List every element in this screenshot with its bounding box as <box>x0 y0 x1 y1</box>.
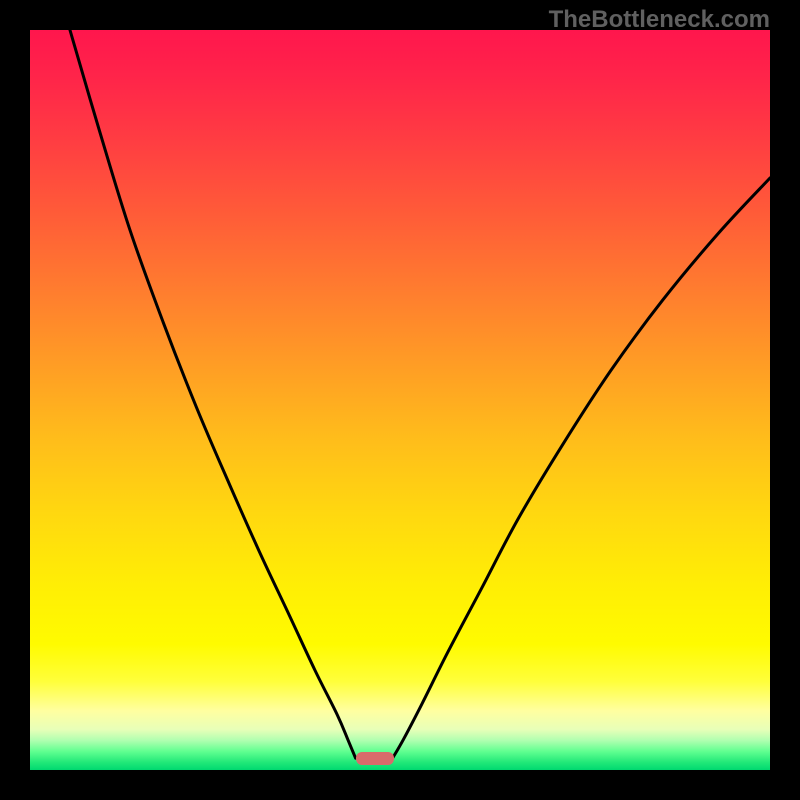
bottleneck-curve <box>0 0 800 800</box>
watermark-text: TheBottleneck.com <box>549 6 770 34</box>
optimal-zone-marker <box>356 752 394 765</box>
chart-container <box>0 0 800 800</box>
